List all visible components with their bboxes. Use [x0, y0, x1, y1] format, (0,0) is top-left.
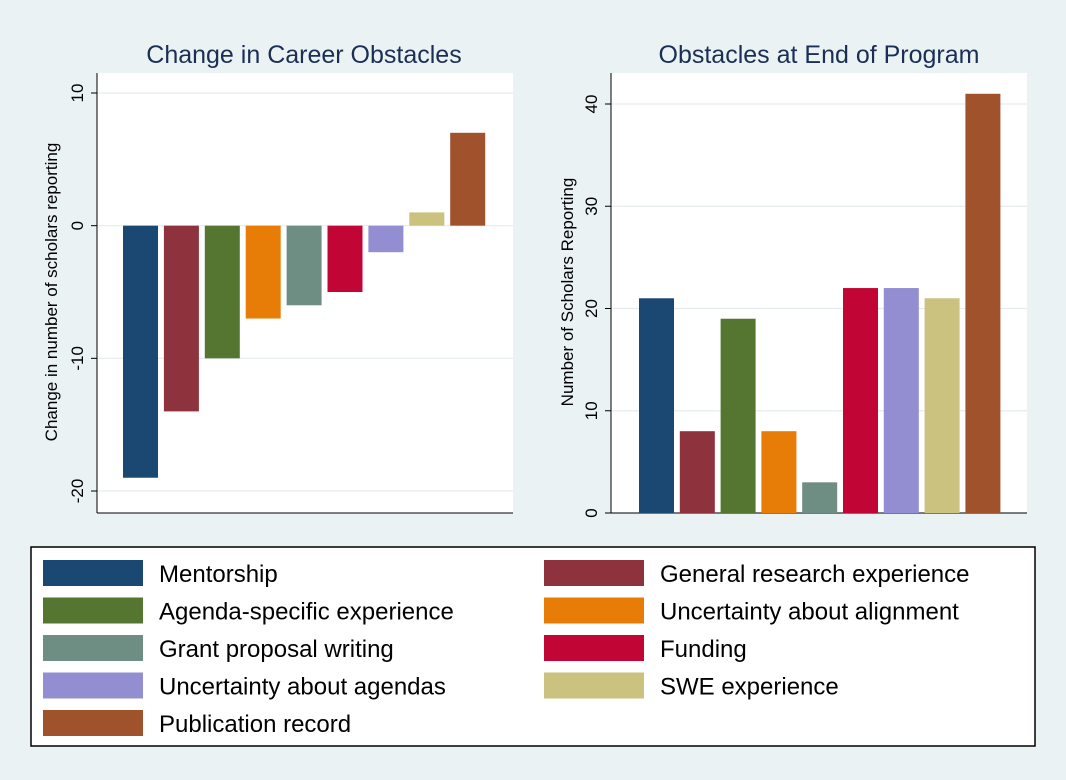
y-tick-label: 30 — [582, 197, 601, 216]
bar-swe-experience — [924, 298, 960, 513]
legend-label: Uncertainty about agendas — [159, 674, 446, 701]
legend-label: General research experience — [660, 561, 970, 588]
bars — [639, 93, 1001, 514]
legend: Mentorship General research experience Age… — [30, 546, 1036, 747]
bar-uncertainty-about-alignment — [245, 225, 281, 319]
legend-item: Uncertainty about alignment — [544, 597, 959, 626]
chart-title: Obstacles at End of Program — [659, 41, 980, 69]
bar-uncertainty-about-agendas — [883, 288, 919, 513]
bar-publication-record — [450, 132, 486, 226]
legend-label: SWE experience — [660, 674, 839, 701]
y-axis-title: Number of Scholars Reporting — [558, 178, 577, 407]
y-tick-label: 10 — [582, 401, 601, 420]
bar-funding — [843, 288, 878, 513]
legend-swatch — [544, 672, 644, 699]
legend-label: Funding — [660, 636, 747, 663]
legend-item: SWE experience — [544, 672, 839, 701]
legend-item: Uncertainty about agendas — [43, 672, 446, 701]
legend-label: Grant proposal writing — [159, 636, 394, 663]
y-ticks: 0 10 20 30 40 — [582, 95, 611, 518]
legend-swatch — [43, 635, 143, 661]
legend-item: Agenda-specific experience — [43, 597, 454, 626]
legend-item: General research experience — [544, 560, 970, 588]
bar-publication-record — [965, 93, 1001, 514]
y-tick-label: 0 — [582, 508, 601, 517]
bar-uncertainty-about-alignment — [761, 431, 797, 513]
bars — [123, 132, 486, 478]
bar-general-research-experience — [679, 431, 715, 513]
bar-funding — [327, 225, 363, 292]
bar-agenda-specific-experience — [204, 225, 240, 359]
legend-label: Agenda-specific experience — [159, 599, 454, 626]
legend-swatch — [544, 560, 644, 586]
legend-swatch — [544, 597, 644, 624]
legend-item: Funding — [544, 635, 747, 663]
y-tick-label: -20 — [68, 479, 87, 504]
bar-grant-proposal-writing — [802, 482, 838, 513]
bar-uncertainty-about-agendas — [368, 225, 404, 253]
legend-item: Grant proposal writing — [43, 635, 394, 663]
bar-general-research-experience — [163, 225, 199, 412]
y-ticks: -20 -10 0 10 — [68, 84, 97, 504]
legend-swatch — [43, 710, 143, 736]
y-tick-label: 10 — [68, 84, 87, 103]
y-tick-label: -10 — [68, 346, 87, 371]
y-axis-title: Change in number of scholars reporting — [42, 143, 61, 442]
legend-swatch — [43, 560, 143, 586]
bar-agenda-specific-experience — [720, 318, 756, 513]
bar-grant-proposal-writing — [286, 225, 322, 306]
bar-mentorship — [639, 298, 674, 513]
chart-change-in-career-obstacles: Change in Career Obstacles -20 -10 0 10 Cha… — [42, 41, 513, 514]
legend-box — [30, 546, 1036, 747]
bar-swe-experience — [409, 212, 445, 226]
chart-title: Change in Career Obstacles — [146, 41, 461, 69]
legend-label: Publication record — [159, 711, 351, 738]
legend-items: Mentorship General research experience Age… — [43, 560, 970, 738]
legend-label: Uncertainty about alignment — [660, 599, 959, 626]
legend-swatch — [544, 635, 644, 661]
y-tick-label: 0 — [68, 221, 87, 230]
y-tick-label: 40 — [582, 95, 601, 114]
y-tick-label: 20 — [582, 299, 601, 318]
legend-label: Mentorship — [159, 561, 278, 588]
legend-swatch — [43, 597, 143, 624]
legend-item: Mentorship — [43, 560, 278, 588]
chart-obstacles-at-end-of-program: Obstacles at End of Program 0 10 20 30 40 Nu… — [558, 41, 1027, 518]
legend-swatch — [43, 672, 143, 699]
legend-item: Publication record — [43, 710, 351, 738]
bar-mentorship — [123, 225, 158, 478]
